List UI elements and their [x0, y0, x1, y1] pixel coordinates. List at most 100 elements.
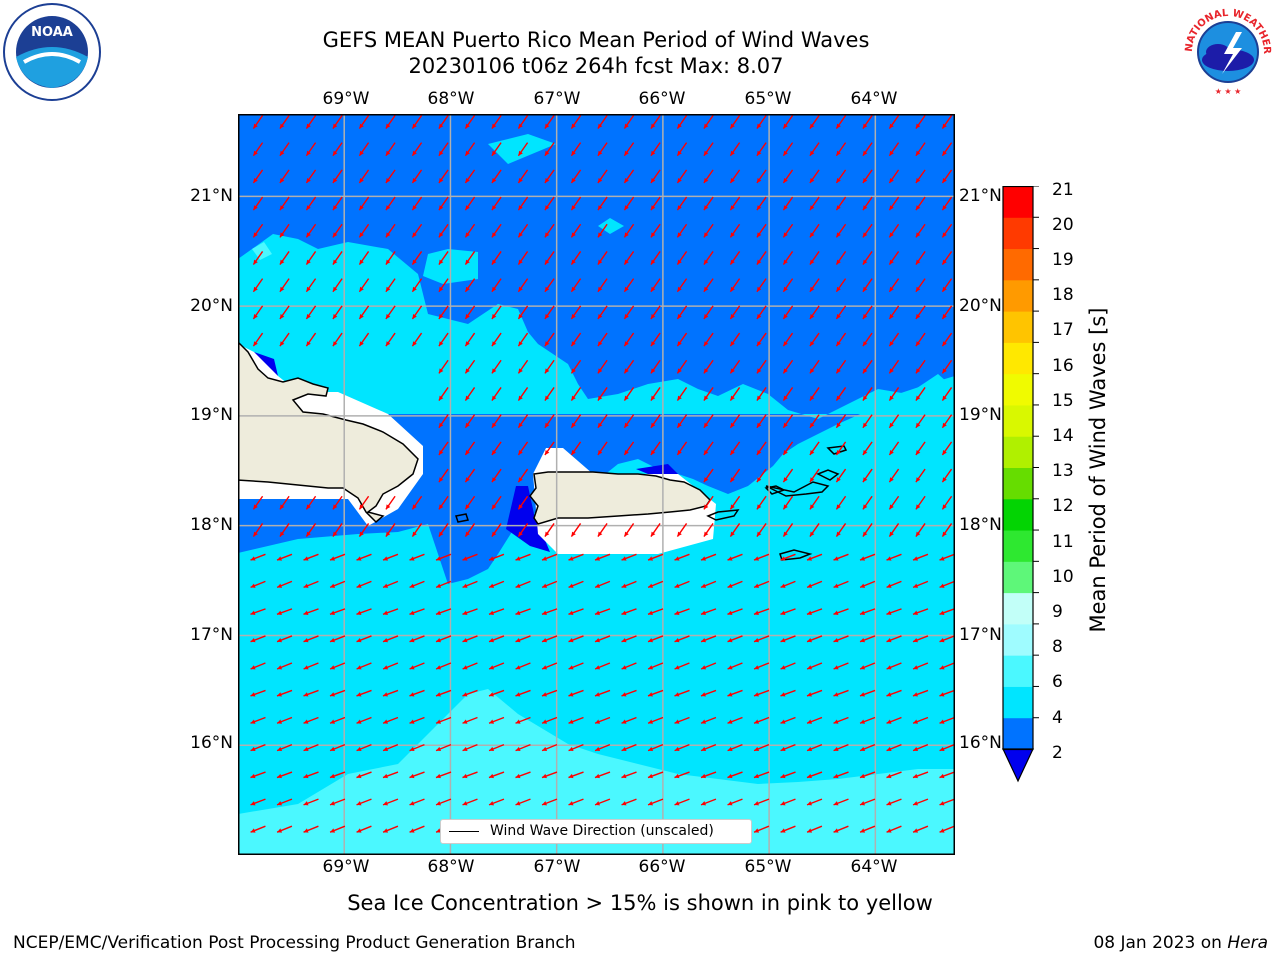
wave-direction-arrow [888, 169, 900, 184]
wave-direction-arrow [835, 495, 847, 510]
lat-label-right: 20°N [959, 296, 1002, 316]
wave-direction-arrow [488, 608, 505, 615]
wave-direction-arrow [862, 278, 873, 293]
wave-direction-arrow [835, 468, 847, 483]
wave-direction-arrow [650, 196, 661, 211]
wave-direction-arrow [941, 278, 953, 293]
wave-direction-arrow [782, 387, 794, 401]
wave-direction-arrow [939, 798, 954, 806]
wave-direction-arrow [276, 798, 293, 806]
wave-direction-arrow [279, 115, 290, 129]
wave-direction-arrow [806, 743, 823, 752]
wave-direction-arrow [491, 332, 502, 347]
wave-direction-arrow [409, 771, 425, 779]
wave-direction-arrow [438, 278, 449, 293]
wave-direction-arrow [676, 441, 688, 456]
wave-direction-arrow [756, 414, 767, 429]
wave-direction-arrow [941, 223, 953, 238]
wave-direction-arrow [886, 716, 902, 724]
wave-direction-arrow [623, 196, 635, 211]
wave-direction-arrow [676, 523, 688, 537]
wave-direction-arrow [409, 716, 425, 724]
wave-direction-arrow [541, 689, 558, 697]
colorbar-segment [1003, 498, 1033, 531]
wave-direction-arrow [329, 743, 346, 752]
wave-direction-arrow [356, 608, 372, 615]
wave-direction-arrow [356, 580, 372, 589]
wave-direction-arrow [544, 169, 555, 184]
wave-direction-arrow [597, 196, 608, 211]
wave-direction-arrow [753, 635, 770, 643]
wave-direction-arrow [756, 305, 767, 320]
wave-direction-arrow [329, 553, 346, 561]
wave-direction-arrow [862, 142, 873, 157]
wave-direction-arrow [912, 689, 929, 697]
wave-direction-arrow [862, 414, 873, 429]
wave-direction-arrow [570, 142, 582, 157]
wave-direction-arrow [464, 387, 476, 401]
wave-direction-arrow [568, 716, 584, 724]
wave-direction-arrow [356, 635, 372, 643]
wave-direction-arrow [517, 414, 529, 429]
wave-direction-arrow [568, 635, 584, 643]
wave-direction-arrow [623, 251, 635, 265]
wave-direction-arrow [305, 278, 317, 293]
wave-direction-arrow [464, 332, 476, 347]
wave-direction-arrow [650, 441, 661, 456]
wave-direction-arrow [329, 635, 346, 643]
wave-direction-arrow [250, 608, 266, 615]
wave-direction-arrow [809, 495, 820, 510]
wave-direction-arrow [464, 495, 476, 510]
wave-direction-arrow [756, 251, 767, 265]
wave-direction-arrow [835, 251, 847, 265]
wave-direction-arrow [915, 332, 926, 347]
wave-direction-arrow [305, 115, 317, 129]
wave-direction-arrow [782, 495, 794, 510]
wave-direction-arrow [438, 495, 449, 510]
lat-label-left: 16°N [190, 733, 233, 753]
wave-direction-arrow [597, 278, 608, 293]
wave-direction-arrow [544, 115, 555, 129]
island-bvi [816, 445, 848, 481]
wave-direction-arrow [597, 115, 608, 129]
wave-direction-arrow [809, 523, 820, 537]
wave-direction-arrow [674, 553, 690, 561]
wave-direction-arrow [859, 743, 876, 752]
wave-direction-arrow [411, 115, 423, 129]
wave-direction-arrow [385, 251, 396, 265]
wave-direction-arrow [888, 142, 900, 157]
wave-direction-arrow [462, 553, 478, 561]
colorbar-segment [1003, 655, 1033, 687]
wave-direction-arrow [382, 580, 399, 589]
wave-direction-arrow [544, 523, 555, 537]
wave-direction-arrow [303, 689, 319, 697]
wave-direction-arrow [491, 196, 502, 211]
wave-direction-arrow [888, 523, 900, 537]
wave-direction-arrow [329, 608, 346, 615]
colorbar-tick: 18 [1052, 285, 1074, 305]
wind-wave-arrows [250, 115, 954, 833]
colorbar-segment [1003, 530, 1033, 562]
wave-direction-arrow [409, 798, 425, 806]
wave-direction-arrow [464, 305, 476, 320]
wave-direction-arrow [570, 169, 582, 184]
wave-direction-arrow [729, 278, 741, 293]
wave-direction-arrow [358, 223, 370, 238]
wave-direction-arrow [279, 169, 290, 184]
wave-direction-arrow [438, 468, 449, 483]
wave-direction-arrow [276, 743, 293, 752]
wave-direction-arrow [597, 441, 608, 456]
colorbar [1000, 185, 1040, 784]
wave-direction-arrow [597, 169, 608, 184]
wave-direction-arrow [515, 798, 531, 806]
wave-direction-arrow [621, 798, 637, 806]
wave-direction-arrow [833, 798, 849, 806]
wave-direction-arrow [517, 387, 529, 401]
map-legend: Wind Wave Direction (unscaled) [440, 819, 752, 844]
wave-direction-arrow [835, 387, 847, 401]
wave-direction-arrow [303, 798, 319, 806]
colorbar-tick: 11 [1052, 532, 1074, 552]
wave-direction-arrow [385, 523, 396, 537]
wave-direction-arrow [650, 251, 661, 265]
wave-direction-arrow [276, 580, 293, 589]
